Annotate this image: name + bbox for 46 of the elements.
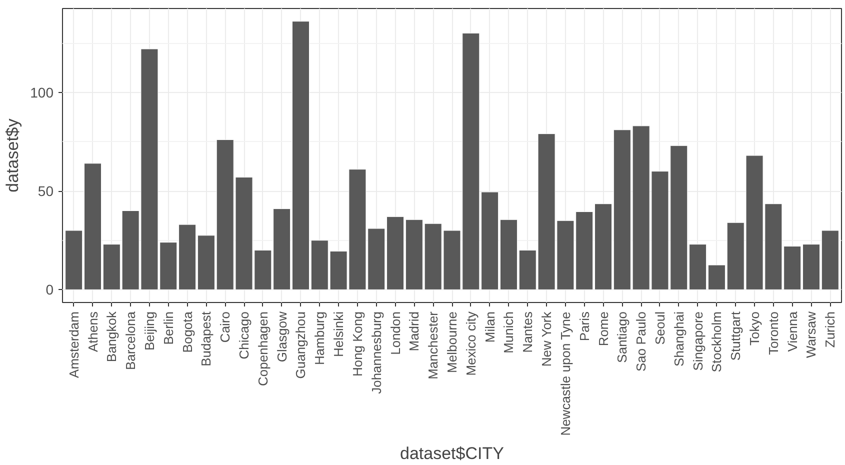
x-tick-label: Singapore (690, 311, 706, 371)
x-tick-label: Seoul (652, 311, 668, 345)
x-tick-label: Newcastle upon Tyne (558, 312, 573, 436)
x-tick-label: Zurich (822, 311, 838, 348)
x-tick-label: Athens (85, 311, 100, 352)
x-tick-label: Vienna (784, 310, 800, 352)
x-tick-label: Bogota (180, 310, 195, 353)
x-tick-label: Nantes (520, 311, 536, 353)
x-tick-label: London (388, 311, 403, 355)
x-tick-label: Warsaw (804, 310, 819, 358)
x-tick-label: Toronto (766, 311, 781, 355)
x-tick-label: Shanghai (671, 311, 686, 366)
x-tick-label: Milan (482, 311, 498, 343)
x-tick-label: Bangkok (104, 311, 120, 362)
y-axis-title: dataset$y (3, 118, 22, 192)
x-tick-label: Helsinki (331, 311, 346, 358)
x-tick-label: Mexico city (463, 311, 478, 376)
x-tick-label: Hamburg (312, 312, 328, 365)
x-tick-label: Santiago (614, 311, 630, 363)
y-tick-label: 50 (38, 183, 54, 200)
x-tick-label: Berlin (160, 311, 176, 345)
x-tick-label: Beijing (142, 311, 157, 351)
x-tick-label: Manchester (426, 310, 441, 380)
x-tick-label: Barcelona (123, 310, 138, 370)
y-tick-label: 0 (46, 282, 54, 298)
x-tick-label: Hong Kong (350, 311, 365, 377)
x-tick-label: Glasgow (274, 310, 290, 362)
x-tick-label: Madrid (406, 311, 422, 352)
x-tick-label: Rome (596, 311, 611, 346)
x-tick-label: Johannesburg (368, 311, 384, 394)
x-axis-title: dataset$CITY (400, 444, 504, 463)
y-tick-label: 100 (30, 84, 54, 100)
x-tick-label: Melbourne (444, 311, 460, 373)
x-tick-label: Amsterdam (66, 311, 82, 378)
x-tick-label: Chicago (236, 311, 252, 360)
x-tick-label: Sao Paulo (634, 311, 649, 372)
x-tick-label: Cairo (218, 311, 233, 343)
x-tick-label: Stockholm (709, 311, 724, 372)
x-tick-label: Munich (501, 311, 516, 354)
x-tick-label: Stuttgart (728, 311, 744, 361)
x-tick-label: New York (539, 311, 554, 367)
x-tick-label: Budapest (198, 311, 214, 366)
x-tick-label: Tokyo (747, 311, 762, 346)
x-tick-label: Copenhagen (255, 311, 270, 386)
x-tick-label: Paris (576, 311, 592, 342)
x-tick-label: Guangzhou (293, 311, 308, 379)
